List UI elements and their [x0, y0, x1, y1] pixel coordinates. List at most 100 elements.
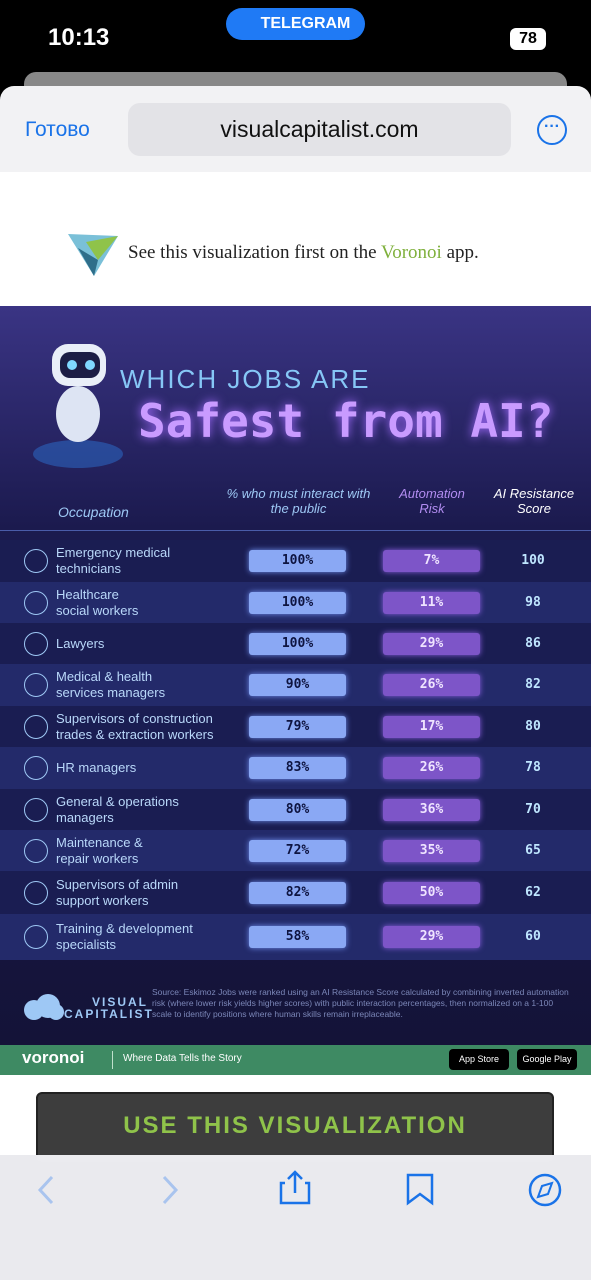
occupation-line: HR managers	[56, 760, 137, 775]
banner-text-before: See this visualization first on the	[128, 242, 381, 263]
row-icon	[24, 797, 48, 822]
banner-app-name[interactable]: Voronoi	[380, 242, 442, 263]
risk-cell: 17%	[383, 715, 480, 738]
risk-cell: 36%	[383, 798, 480, 821]
title-top: WHICH JOBS ARE	[120, 364, 371, 394]
row-icon	[24, 590, 48, 615]
table-row: Training & development specialists 58% 29% 6…	[0, 914, 591, 960]
public-cell: 79%	[249, 715, 346, 738]
occupation: Emergency medical technicians	[56, 545, 170, 577]
footer-brand: voronoi	[22, 1048, 85, 1067]
occupation-line: General & operations	[56, 793, 179, 809]
public-cell: 80%	[249, 798, 346, 821]
occupation-line: repair workers	[56, 850, 139, 866]
occupation: Healthcare social workers	[56, 587, 138, 619]
infographic: WHICH JOBS ARE Safest from AI? Occupatio…	[0, 306, 591, 1045]
risk-cell: 50%	[383, 881, 480, 904]
occupation-line: Healthcare	[56, 586, 119, 602]
occupation-line: technicians	[56, 561, 122, 576]
row-icon	[24, 631, 48, 656]
score: 70	[525, 801, 541, 817]
table-rows: Emergency medical technicians 100% 7% 100 Hea…	[0, 540, 591, 960]
risk-cell: 29%	[383, 926, 480, 948]
row-icon	[24, 714, 48, 739]
public-cell: 58%	[249, 926, 346, 948]
banner-text-after: app.	[441, 242, 479, 263]
divider	[112, 1051, 113, 1069]
risk-cell: 7%	[383, 550, 480, 572]
row-icon	[24, 925, 48, 949]
occupation: Supervisors of admin support workers	[56, 877, 178, 909]
table-row: Supervisors of construction trades & extr…	[0, 706, 591, 747]
row-icon	[24, 838, 48, 863]
occupation: Maintenance & repair workers	[56, 835, 143, 867]
public-cell: 100%	[249, 591, 346, 614]
risk-cell: 26%	[383, 757, 480, 779]
score: 82	[525, 677, 541, 692]
browser-bar: Готово visualcapitalist.com ···	[0, 86, 591, 172]
vc-brand: VISUAL CAPITALIST	[64, 996, 154, 1020]
toolbar	[0, 1155, 591, 1280]
app-store-badge[interactable]: App Store	[449, 1049, 509, 1070]
occupation: Supervisors of construction trades & extr…	[56, 711, 214, 743]
banner: See this visualization first on the Voro…	[0, 172, 591, 306]
robot-illustration	[33, 344, 123, 468]
column-header: % who must interact with the public	[226, 486, 371, 516]
telegram-pill[interactable]: TELEGRAM	[226, 8, 365, 40]
risk-cell: 29%	[383, 632, 480, 655]
risk-cell: 11%	[383, 591, 480, 614]
row-icon	[24, 673, 48, 697]
table-row: General & operations managers 80% 36% 70	[0, 789, 591, 830]
banner-text: See this visualization first on the Voro…	[128, 242, 479, 264]
score: 86	[525, 635, 541, 651]
done-button[interactable]: Готово	[25, 118, 90, 141]
occupation-line: social workers	[56, 602, 139, 618]
occupation: Training & development specialists	[56, 921, 193, 953]
score: 100	[521, 553, 545, 568]
status-bar: 10:13 TELEGRAM 78	[0, 0, 591, 72]
google-play-badge[interactable]: Google Play	[517, 1049, 577, 1070]
column-header: Occupation	[58, 504, 129, 520]
toolbar-icons	[37, 1170, 562, 1207]
vc-brand-line: VISUAL	[92, 995, 149, 1009]
occupation-line: Training & development	[56, 921, 193, 936]
table-row: Maintenance & repair workers 72% 35% 65	[0, 830, 591, 871]
risk-cell: 35%	[383, 839, 480, 862]
table-row: HR managers 83% 26% 78	[0, 747, 591, 789]
table-row: Healthcare social workers 100% 11% 98	[0, 582, 591, 623]
score: 62	[525, 884, 541, 900]
occupation-line: managers	[56, 809, 114, 825]
row-icon	[24, 756, 48, 780]
time: 10:13	[48, 24, 110, 51]
occupation: General & operations managers	[56, 794, 179, 826]
page-bottom: USE THIS VISUALIZATION	[0, 1075, 591, 1162]
public-cell: 82%	[249, 881, 346, 904]
public-cell: 83%	[249, 757, 346, 779]
score: 78	[525, 760, 541, 775]
public-cell: 72%	[249, 839, 346, 862]
public-cell: 100%	[249, 632, 346, 655]
battery: 78	[510, 28, 546, 50]
occupation: Medical & health services managers	[56, 669, 165, 701]
more-button[interactable]: ···	[537, 115, 567, 145]
risk-cell: 26%	[383, 674, 480, 696]
footer-tagline: Where Data Tells the Story	[123, 1053, 242, 1064]
row-icon	[24, 880, 48, 905]
vc-logo	[24, 994, 64, 1020]
occupation-line: Lawyers	[56, 635, 105, 651]
table-row: Emergency medical technicians 100% 7% 100	[0, 540, 591, 582]
url-field[interactable]: visualcapitalist.com	[128, 103, 511, 156]
score: 80	[525, 718, 541, 734]
occupation-line: Maintenance &	[56, 834, 143, 850]
score: 65	[525, 842, 541, 858]
header-rule	[0, 530, 591, 531]
score: 98	[525, 594, 541, 610]
occupation-line: trades & extraction workers	[56, 726, 214, 742]
use-visualization-button[interactable]: USE THIS VISUALIZATION	[36, 1092, 554, 1162]
occupation-line: Supervisors of admin	[56, 876, 179, 892]
source: Source: Eskimoz Jobs were ranked using a…	[152, 987, 569, 1019]
table-row: Lawyers 100% 29% 86	[0, 623, 591, 664]
occupation-line: Supervisors of construction	[56, 710, 213, 726]
table-row: Medical & health services managers 90% 26% 8…	[0, 664, 591, 706]
